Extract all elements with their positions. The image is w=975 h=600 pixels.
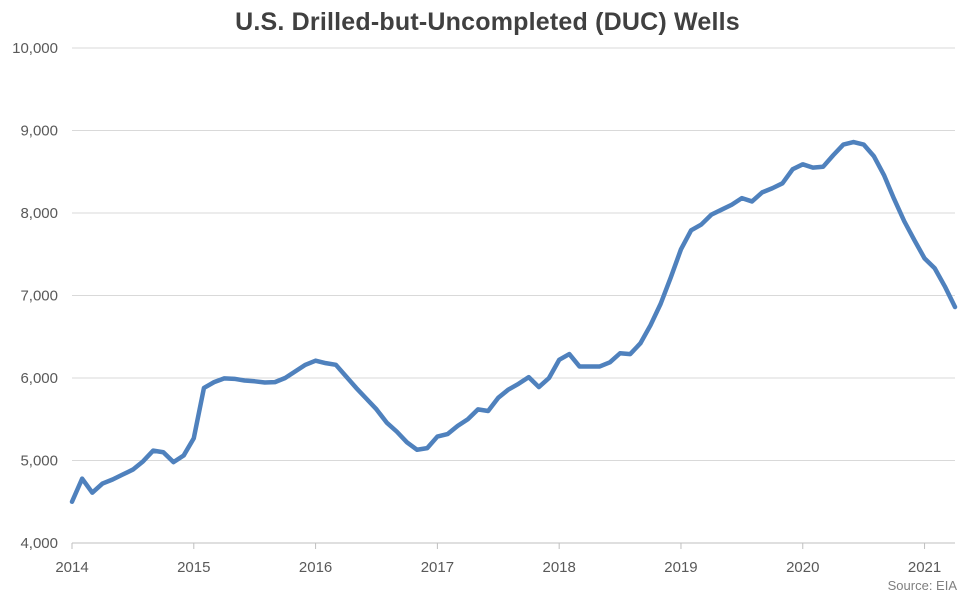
x-tick-label: 2015 xyxy=(177,559,210,576)
series-layer xyxy=(69,139,958,504)
gridlines xyxy=(72,47,955,461)
x-tick-label: 2017 xyxy=(421,559,454,576)
x-tick-label: 2020 xyxy=(786,559,819,576)
y-tick-label: 7,000 xyxy=(20,288,58,305)
y-axis-ticks: 4,000 5,000 6,000 7,000 8,000 9,000 10,000 xyxy=(12,40,58,552)
y-tick-label: 6,000 xyxy=(20,370,58,387)
series-line xyxy=(69,139,958,504)
x-tick-label: 2021 xyxy=(908,559,941,576)
x-tick-label: 2018 xyxy=(542,559,575,576)
source-note: Source: EIA xyxy=(887,578,957,593)
x-tick-label: 2016 xyxy=(299,559,332,576)
chart-title: U.S. Drilled-but-Uncompleted (DUC) Wells xyxy=(235,8,740,36)
x-tick-label: 2019 xyxy=(664,559,697,576)
y-tick-label: 5,000 xyxy=(20,453,58,470)
x-tick-label: 2014 xyxy=(55,559,88,576)
y-tick-label: 9,000 xyxy=(20,123,58,140)
x-axis-ticks: 2014 2015 2016 2017 2018 2019 2020 2021 xyxy=(55,543,941,576)
y-tick-label: 8,000 xyxy=(20,205,58,222)
y-tick-label: 10,000 xyxy=(12,40,58,57)
y-tick-label: 4,000 xyxy=(20,535,58,552)
